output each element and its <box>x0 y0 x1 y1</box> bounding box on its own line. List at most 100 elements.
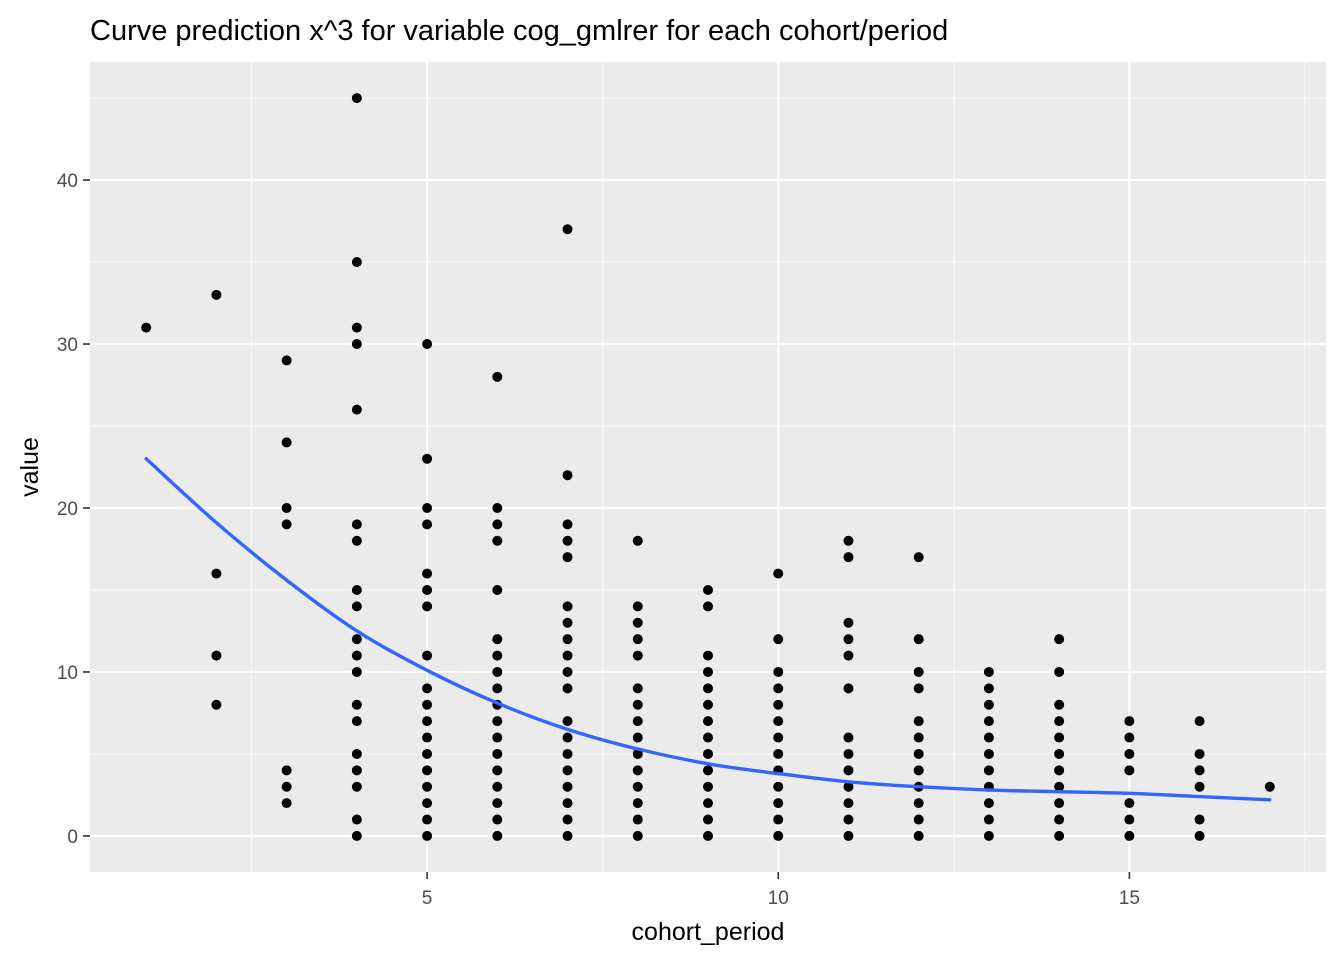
data-point <box>492 683 503 694</box>
data-point <box>351 716 362 727</box>
data-point <box>492 584 503 595</box>
data-point <box>422 683 433 694</box>
data-point <box>843 781 854 792</box>
data-point <box>422 453 433 464</box>
data-point <box>562 601 573 612</box>
y-axis-label: value <box>16 437 44 497</box>
data-point <box>492 716 503 727</box>
data-point <box>562 519 573 530</box>
data-point <box>422 765 433 776</box>
x-tick-label: 10 <box>768 888 789 909</box>
data-point <box>773 699 784 710</box>
data-point <box>913 748 924 759</box>
data-point <box>983 798 994 809</box>
data-point <box>1054 748 1065 759</box>
data-point <box>562 798 573 809</box>
data-point <box>1054 716 1065 727</box>
data-point <box>773 748 784 759</box>
data-point <box>773 781 784 792</box>
data-point <box>351 765 362 776</box>
data-point <box>351 634 362 645</box>
data-point <box>211 568 222 579</box>
y-tick-label: 10 <box>57 663 78 684</box>
data-point <box>1054 830 1065 841</box>
data-point <box>351 339 362 350</box>
x-tick-label: 5 <box>422 888 433 909</box>
data-point <box>1264 781 1275 792</box>
data-point <box>632 814 643 825</box>
data-point <box>632 781 643 792</box>
data-point <box>281 519 292 530</box>
data-point <box>913 666 924 677</box>
data-point <box>1194 781 1205 792</box>
data-point <box>1054 634 1065 645</box>
data-point <box>843 552 854 563</box>
data-point <box>1054 732 1065 743</box>
data-point <box>703 732 713 743</box>
data-point <box>351 535 362 546</box>
data-point <box>1194 765 1205 776</box>
data-point <box>1054 666 1065 677</box>
data-point <box>562 814 573 825</box>
data-point <box>562 650 573 661</box>
data-point <box>983 683 994 694</box>
y-tick-label: 30 <box>57 335 78 356</box>
data-point <box>351 404 362 415</box>
data-point <box>351 814 362 825</box>
data-point <box>913 798 924 809</box>
data-point <box>562 732 573 743</box>
data-point <box>281 355 292 366</box>
data-point <box>913 552 924 563</box>
x-axis-ticks: 5 10 15 <box>422 872 1140 909</box>
data-point <box>632 765 643 776</box>
data-point <box>351 781 362 792</box>
data-point <box>562 765 573 776</box>
data-point <box>703 798 713 809</box>
data-point <box>281 765 292 776</box>
data-point <box>1124 732 1135 743</box>
data-point <box>1124 830 1135 841</box>
data-point <box>913 830 924 841</box>
data-point <box>562 716 573 727</box>
fit-curve <box>144 457 1272 802</box>
data-point <box>983 716 994 727</box>
data-point <box>913 765 924 776</box>
data-point <box>351 748 362 759</box>
data-point <box>351 257 362 268</box>
data-point <box>492 830 503 841</box>
data-point <box>703 666 713 677</box>
data-points <box>141 93 1275 841</box>
data-point <box>351 830 362 841</box>
x-axis-label: cohort_period <box>632 918 785 946</box>
y-axis-ticks: 0 10 20 30 40 <box>57 171 90 848</box>
data-point <box>281 437 292 448</box>
data-point <box>562 666 573 677</box>
data-point <box>983 765 994 776</box>
data-point <box>1054 699 1065 710</box>
data-point <box>703 650 713 661</box>
data-point <box>773 798 784 809</box>
data-point <box>1124 748 1135 759</box>
data-point <box>632 634 643 645</box>
data-point <box>843 732 854 743</box>
data-point <box>843 617 854 628</box>
data-point <box>562 552 573 563</box>
data-point <box>1194 814 1205 825</box>
data-point <box>562 781 573 792</box>
data-point <box>913 814 924 825</box>
data-point <box>632 617 643 628</box>
data-point <box>913 716 924 727</box>
data-point <box>492 371 503 382</box>
data-point <box>983 814 994 825</box>
data-point <box>422 781 433 792</box>
data-point <box>983 666 994 677</box>
data-point <box>562 224 573 235</box>
data-point <box>632 601 643 612</box>
data-point <box>843 683 854 694</box>
data-point <box>281 798 292 809</box>
data-point <box>703 699 713 710</box>
data-point <box>632 699 643 710</box>
data-point <box>562 535 573 546</box>
data-point <box>1124 814 1135 825</box>
